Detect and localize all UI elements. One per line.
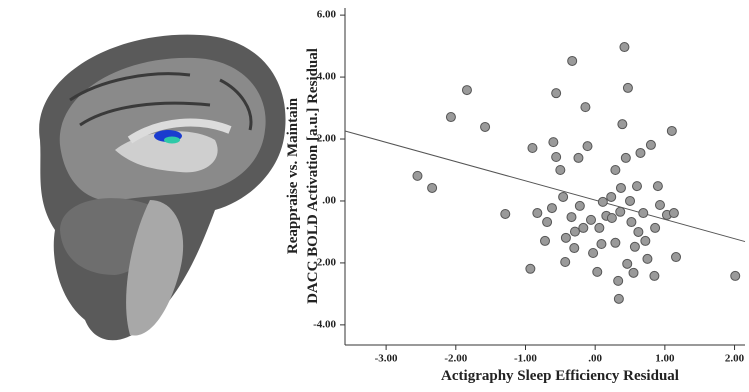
data-point [597,240,606,249]
figure: Actigraphy Sleep Efficiency Residual Rea… [0,0,749,392]
data-point [568,56,577,65]
data-point [731,271,740,280]
data-point [528,144,537,153]
data-point [607,214,616,223]
data-point [595,223,604,232]
x-tick-label: .00 [588,353,602,365]
data-point [481,122,490,131]
data-point [462,86,471,95]
data-point [630,242,639,251]
data-point [575,201,584,210]
data-point [623,83,632,92]
data-point [620,43,629,52]
data-point [559,192,568,201]
data-point [623,259,632,268]
data-point [621,153,630,162]
data-point [634,227,643,236]
data-point [570,244,579,253]
data-point [549,138,558,147]
data-point [669,209,678,218]
y-tick-label: .00 [322,195,336,207]
data-point [598,197,607,206]
data-point [556,165,565,174]
data-point [614,294,623,303]
data-point [655,200,664,209]
data-point [541,236,550,245]
data-point [501,209,510,218]
x-tick-label: -1.00 [514,353,537,365]
data-point [586,215,595,224]
data-point [446,113,455,122]
data-point [646,140,655,149]
data-point [567,213,576,222]
data-point [611,165,620,174]
data-point [579,223,588,232]
data-point [672,253,681,262]
data-point [618,120,627,129]
y-tick-label: 2.00 [317,133,337,145]
data-point [653,182,662,191]
data-point [589,249,598,258]
data-point [616,207,625,216]
data-point [614,276,623,285]
y-tick-label: 6.00 [317,9,337,21]
data-point [639,209,648,218]
data-point [611,238,620,247]
x-tick-label: 2.00 [725,353,745,365]
data-point [632,182,641,191]
data-point [574,153,583,162]
x-tick-label: -2.00 [444,353,467,365]
y-tick-label: -4.00 [313,318,336,330]
data-point [552,89,561,98]
x-axis-title: Actigraphy Sleep Efficiency Residual [441,368,679,384]
data-point [636,148,645,157]
data-point [650,271,659,280]
brain-image [39,35,285,341]
data-point [641,236,650,245]
data-point [627,218,636,227]
data-point [533,209,542,218]
data-point [629,268,638,277]
data-point [607,192,616,201]
data-point [552,152,561,161]
data-point [526,264,535,273]
data-point [547,204,556,213]
data-point [561,233,570,242]
data-point [667,126,676,135]
data-point [561,257,570,266]
data-point [583,142,592,151]
y-tick-label: -2.00 [313,256,336,268]
y-tick-label: 4.00 [317,71,337,83]
data-point [428,183,437,192]
y-axis-title: Reappraise vs. Maintain [285,97,301,254]
data-point [616,183,625,192]
x-tick-label: 1.00 [655,353,675,365]
data-point [543,218,552,227]
data-point [626,196,635,205]
data-point [593,267,602,276]
data-point [570,227,579,236]
data-point [643,254,652,263]
data-point [413,171,422,180]
data-point [651,223,660,232]
x-tick-label: -3.00 [375,353,398,365]
data-point [581,103,590,112]
